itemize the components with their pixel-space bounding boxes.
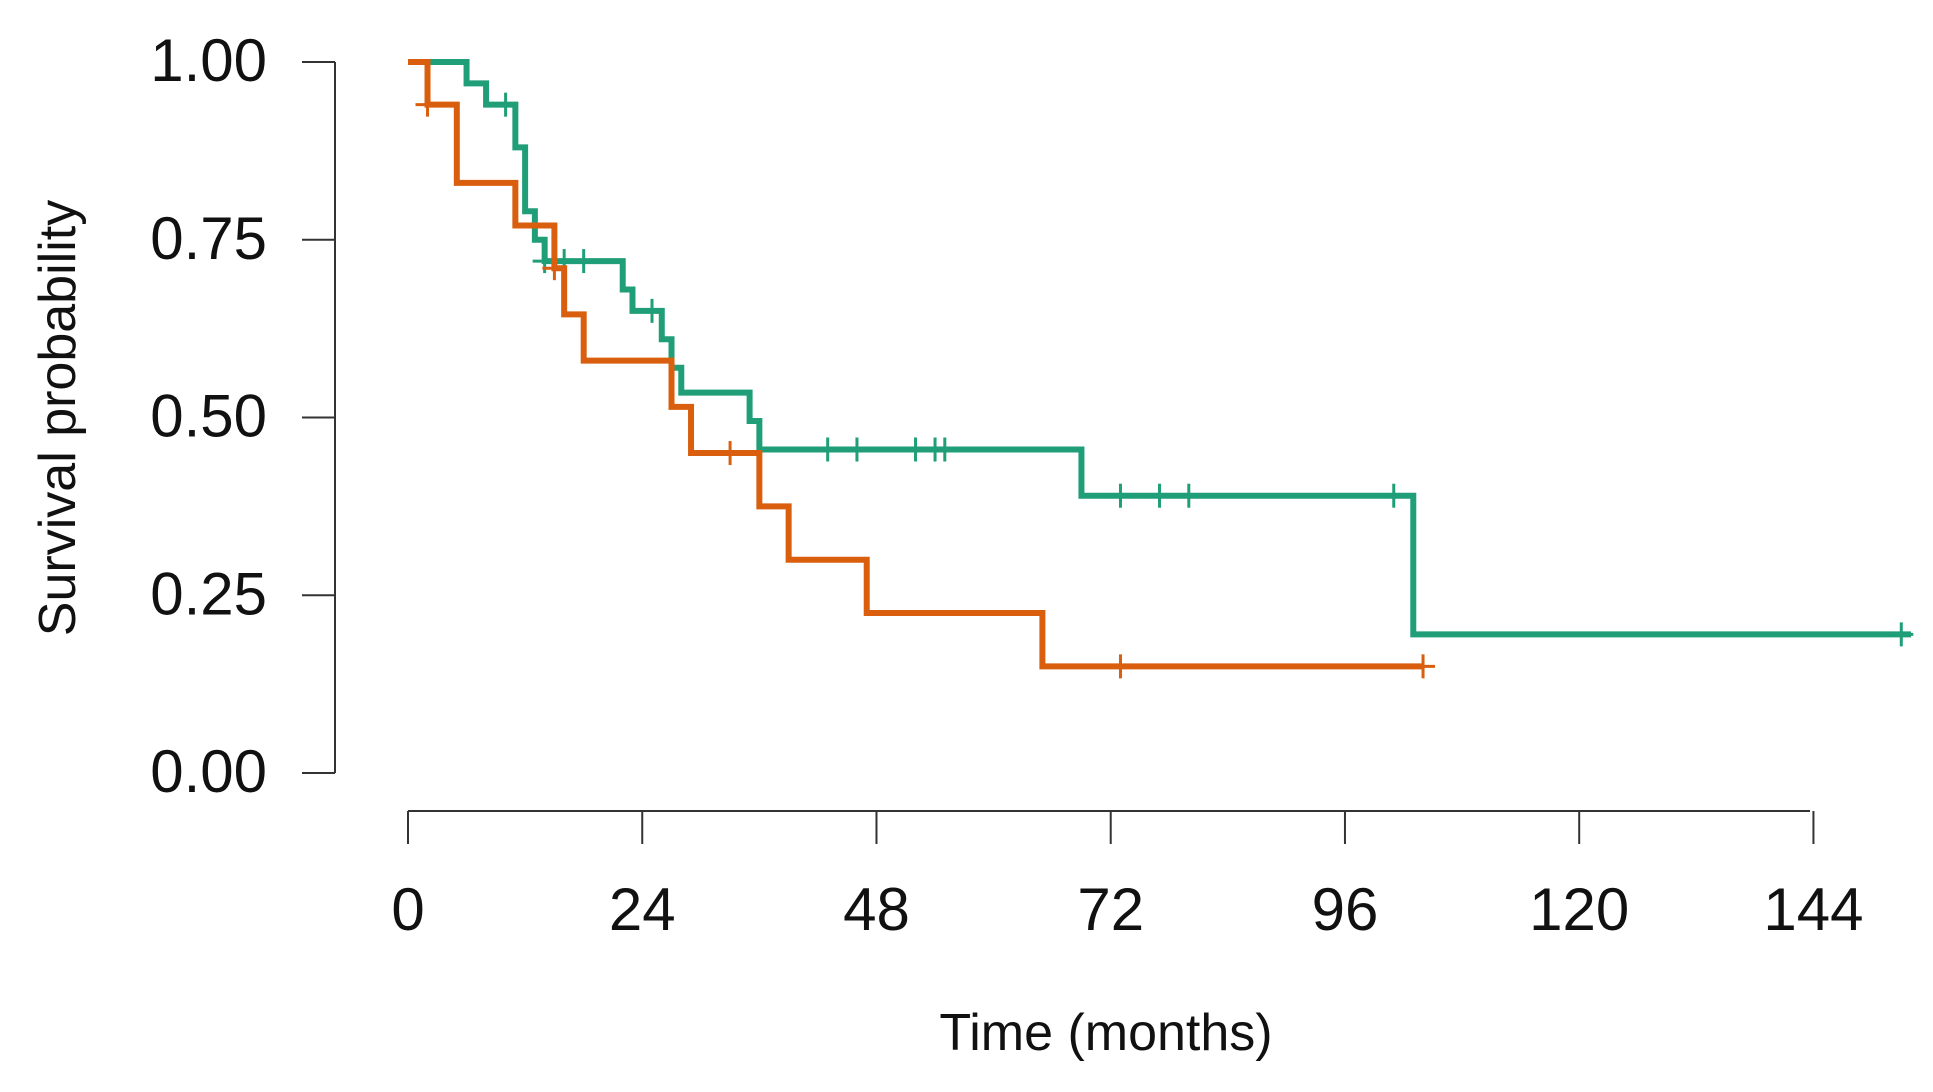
y-tick-label: 0.50	[150, 383, 267, 450]
x-tick-label: 72	[1077, 876, 1144, 943]
x-tick-label: 24	[609, 876, 676, 943]
x-tick-label: 144	[1763, 876, 1863, 943]
y-tick-label: 1.00	[150, 27, 267, 94]
y-axis-title: Survival probability	[29, 200, 87, 636]
y-tick-label: 0.25	[150, 560, 267, 627]
series-layer	[408, 59, 1914, 679]
series-orange	[408, 59, 1436, 679]
x-tick-label: 48	[843, 876, 910, 943]
y-ticks: 0.00 0.25 0.50 0.75 1.00	[150, 27, 335, 805]
x-tick-label: 96	[1312, 876, 1379, 943]
x-tick-label: 120	[1529, 876, 1629, 943]
x-tick-label: 0	[391, 876, 424, 943]
km-line-green	[408, 59, 1912, 638]
km-line-orange	[408, 59, 1424, 670]
y-tick-label: 0.75	[150, 205, 267, 272]
x-ticks: 0 24 48 72 96 120 144	[391, 811, 1863, 943]
y-tick-label: 0.00	[150, 738, 267, 805]
x-axis-title: Time (months)	[939, 1004, 1272, 1062]
series-green	[408, 59, 1914, 647]
